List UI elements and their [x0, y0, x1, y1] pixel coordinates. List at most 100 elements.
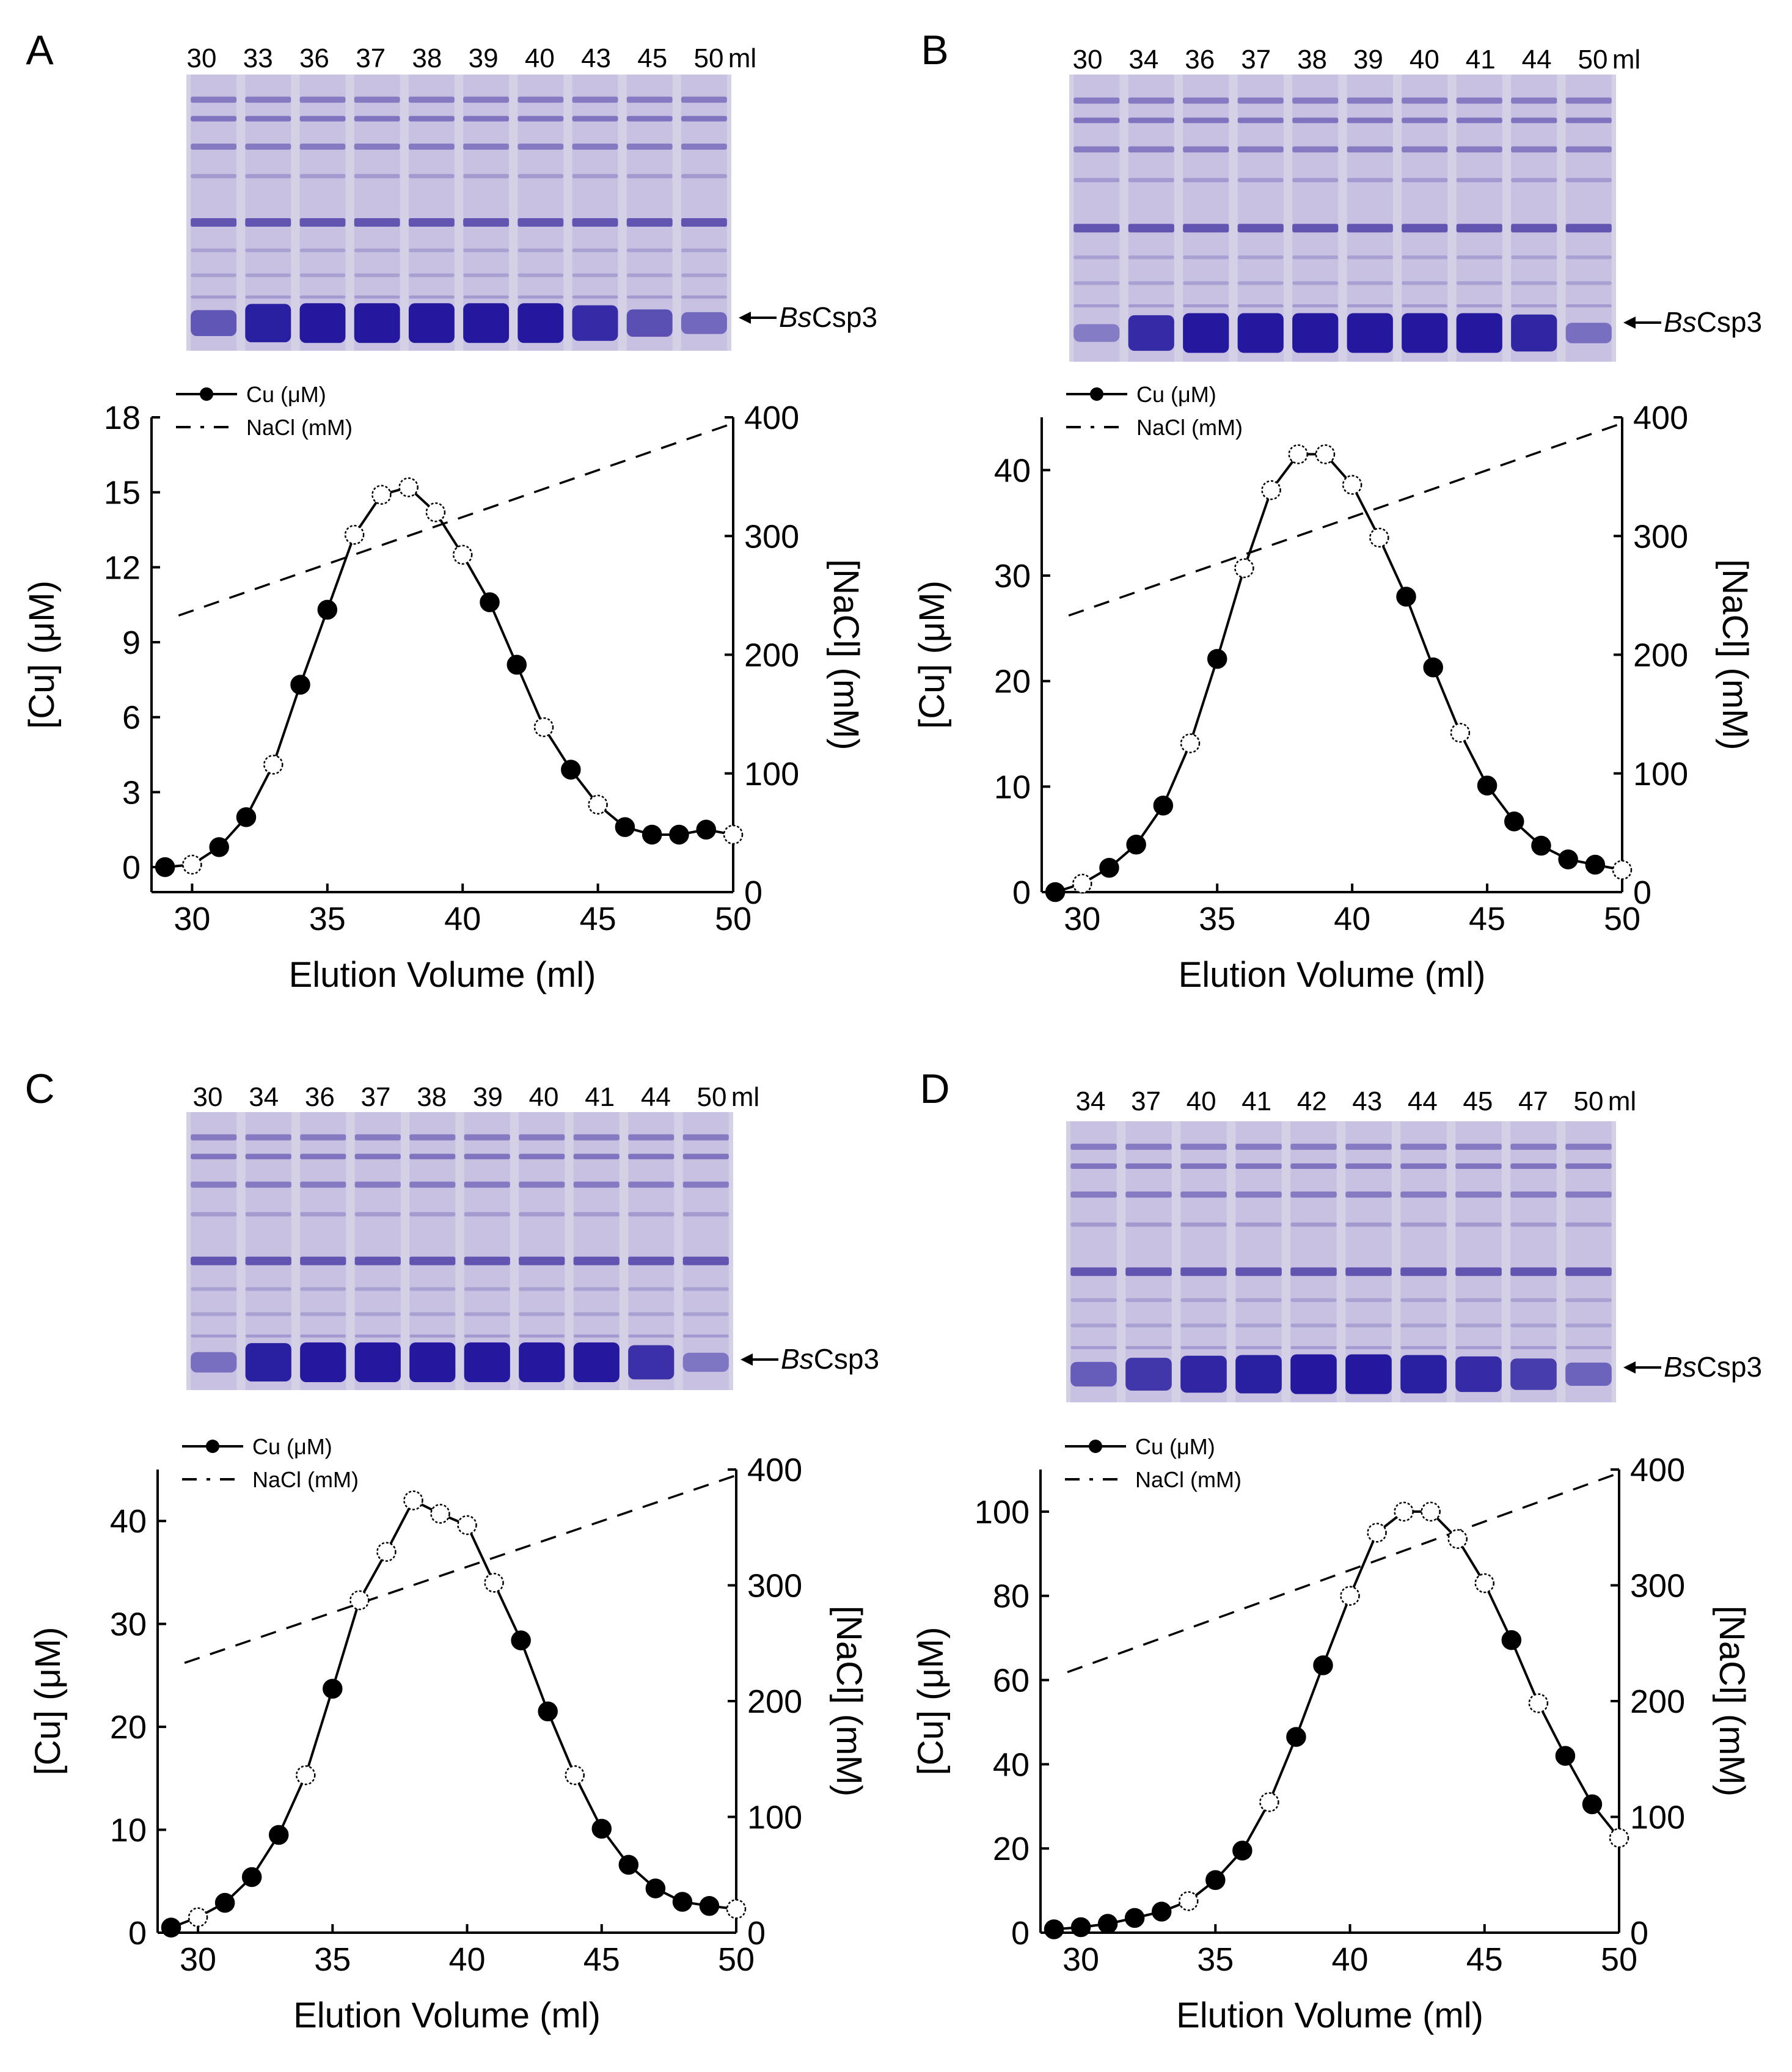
gel-band: [1125, 1192, 1172, 1198]
gel-band: [354, 248, 400, 252]
gel-lane: [1511, 75, 1557, 362]
gel-band: [1235, 1298, 1282, 1302]
gel-band: [681, 218, 727, 227]
x-tick-label: 40: [444, 901, 481, 937]
gel-band: [191, 115, 237, 122]
gel-band: [408, 97, 455, 103]
y-tick-label: 0: [1012, 874, 1031, 911]
lane-unit-label: ml: [1608, 1086, 1636, 1116]
gel-band: [464, 1312, 510, 1316]
gel-band: [517, 144, 564, 150]
gel-band: [1235, 1192, 1282, 1198]
gel-band: [1347, 281, 1393, 285]
cu-data-point: [1207, 649, 1227, 669]
legend-cu-label: Cu (μM): [252, 1434, 332, 1459]
gel-lane: [245, 1112, 291, 1390]
gel-band: [1128, 97, 1174, 104]
cu-data-point: [290, 675, 310, 695]
cu-data-point: [241, 1867, 262, 1887]
lane-label: 45: [1463, 1086, 1493, 1116]
cu-data-point: [696, 819, 716, 840]
gel-band: [245, 1287, 291, 1291]
gel-band: [1565, 255, 1612, 260]
gel-band: [1511, 146, 1557, 153]
gel-band: [354, 1181, 401, 1188]
gel-band: [299, 174, 346, 178]
cu-data-point: [1423, 657, 1443, 678]
gel-band: [408, 144, 455, 150]
y2-tick-label: 200: [1630, 1683, 1685, 1720]
gel-band: [519, 1181, 565, 1188]
x-tick-label: 30: [180, 1941, 216, 1978]
gel-band: [1402, 304, 1448, 307]
gel-band: [1347, 97, 1393, 104]
gel-band: [463, 174, 510, 178]
gel-band: [572, 174, 618, 178]
gel-band: [1237, 304, 1284, 307]
cu-data-point: [188, 1907, 208, 1927]
y-tick-label: 9: [122, 624, 141, 661]
gel-band: [191, 1334, 237, 1338]
lane-label: 50: [697, 1082, 727, 1112]
y-tick-label: 15: [104, 475, 141, 511]
gel-band: [464, 1256, 510, 1265]
y2-tick-label: 200: [744, 637, 799, 674]
gel-band: [463, 248, 510, 252]
gel-band: [1511, 178, 1557, 183]
nacl-gradient-line: [184, 1474, 737, 1664]
cu-data-point: [430, 1504, 450, 1524]
gel-band: [354, 1256, 401, 1265]
gel-band: [1235, 1346, 1282, 1349]
gel-band: [519, 1154, 565, 1160]
gel-band: [1345, 1346, 1392, 1349]
gel-band: [1290, 1267, 1337, 1276]
gel-band: [1183, 304, 1229, 307]
gel-band-bscsp3: [1455, 1356, 1502, 1393]
gel-band-bscsp3: [245, 304, 291, 343]
gel-band: [1455, 1267, 1502, 1276]
gel-band-bscsp3: [300, 1342, 346, 1382]
gel-band: [1565, 97, 1612, 104]
gel-band: [1402, 178, 1448, 183]
cu-data-point: [1151, 1902, 1172, 1922]
x-tick-label: 50: [1604, 901, 1640, 937]
gel-band: [464, 1154, 510, 1160]
gel-band: [354, 1134, 401, 1141]
gel-band: [1070, 1323, 1117, 1328]
gel-band: [191, 1287, 237, 1291]
lane-label: 44: [1408, 1086, 1438, 1116]
cu-data-point: [214, 1892, 235, 1913]
gel-band: [681, 273, 727, 277]
gel-band: [245, 1256, 291, 1265]
lane-label: 33: [243, 43, 273, 73]
gel-band: [517, 295, 564, 299]
gel-band: [191, 273, 237, 277]
gel-lane: [1402, 75, 1448, 362]
gel-lane: [1290, 1121, 1337, 1402]
gel-band: [572, 97, 618, 103]
x-tick-label: 50: [715, 901, 752, 937]
gel-band: [1180, 1163, 1227, 1169]
gel-band: [1128, 117, 1174, 123]
lane-label: 41: [1466, 45, 1496, 75]
y-tick-label: 12: [104, 549, 141, 586]
gel-band: [1070, 1222, 1117, 1227]
gel-band-bscsp3: [191, 310, 237, 337]
gel-band: [1456, 146, 1502, 153]
gel-band: [1565, 304, 1612, 307]
gel-band: [1070, 1143, 1117, 1150]
cu-data-point: [452, 544, 473, 565]
gel-band: [1565, 1323, 1612, 1328]
cu-data-point: [1585, 854, 1606, 875]
gel-band-bscsp3: [681, 312, 727, 334]
gel-band: [573, 1256, 620, 1265]
gel-band: [1510, 1346, 1557, 1349]
gel-band: [409, 1312, 456, 1316]
gel-band: [681, 174, 727, 178]
gel-band: [1180, 1298, 1227, 1302]
cu-data-point: [1394, 1501, 1414, 1522]
x-axis-label: Elution Volume (ml): [1176, 1996, 1483, 2035]
lane-label: 43: [581, 43, 611, 73]
gel-band: [1511, 97, 1557, 104]
